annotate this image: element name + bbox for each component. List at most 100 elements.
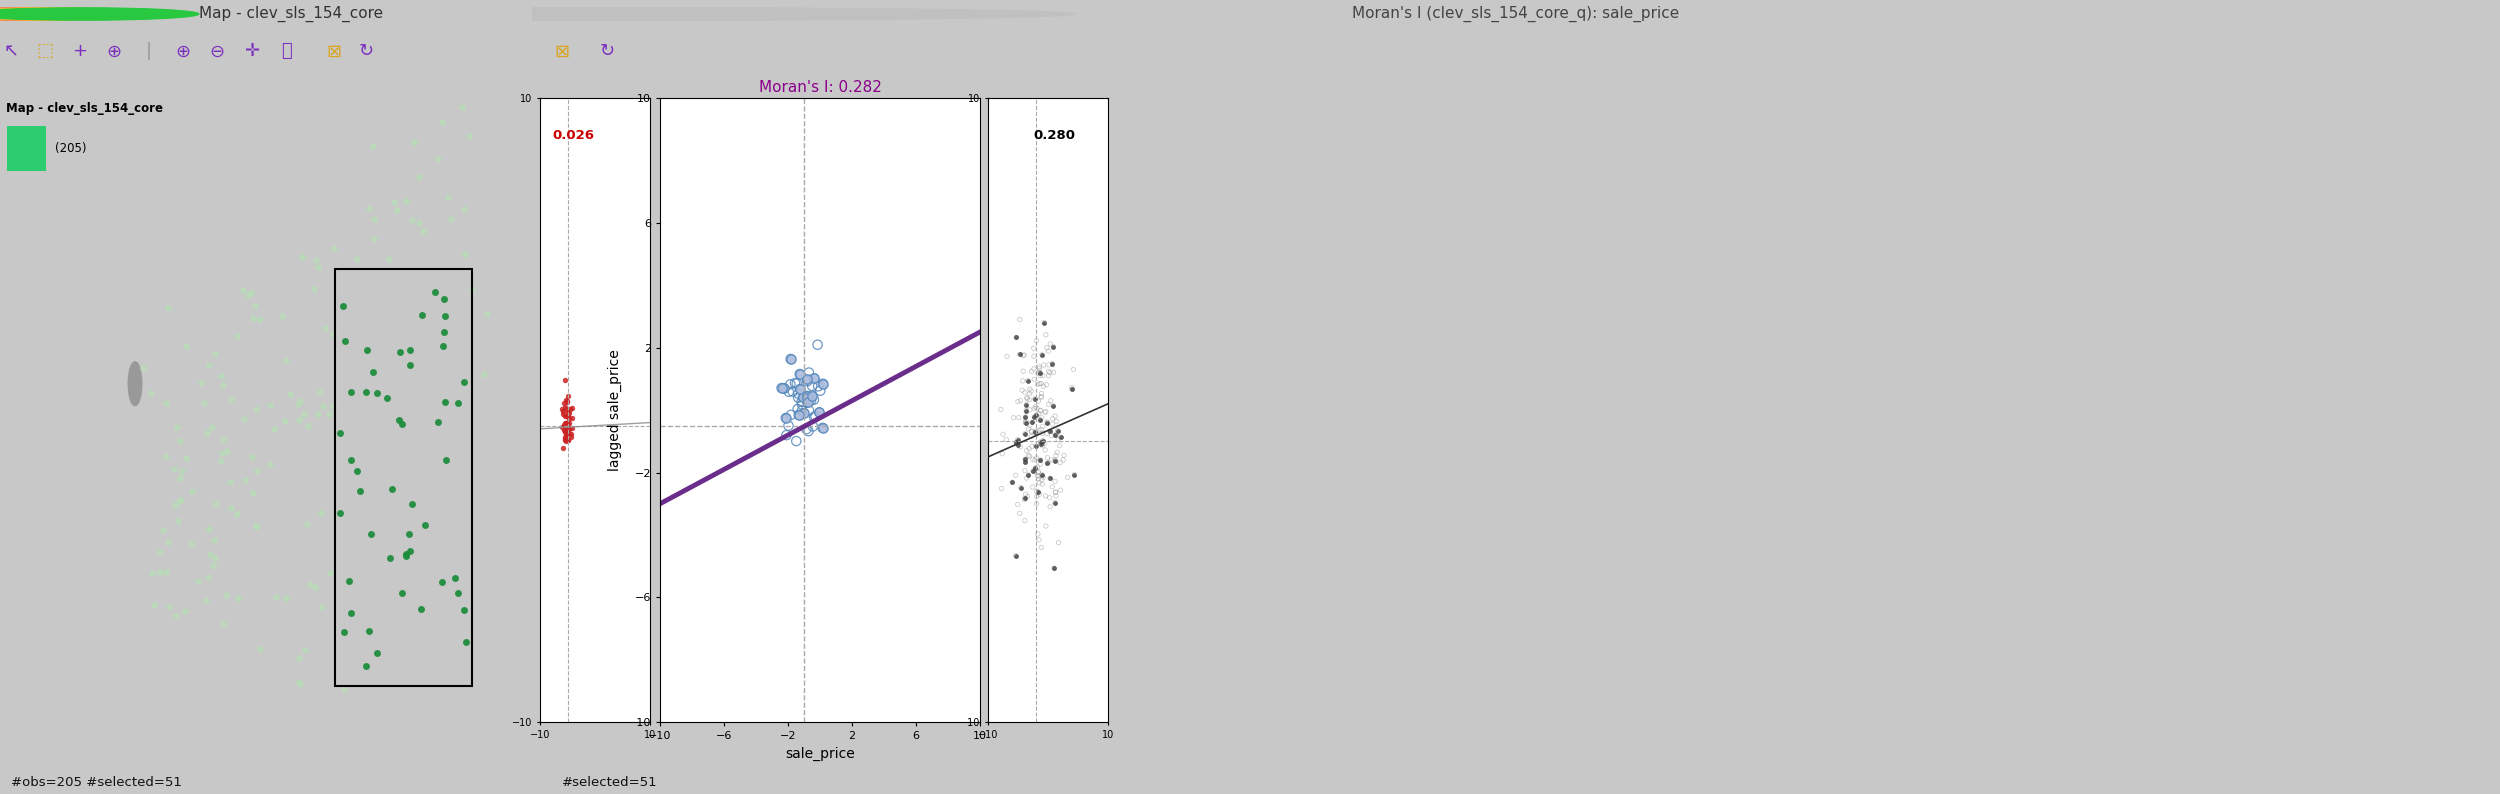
Point bbox=[422, 576, 462, 588]
Point bbox=[1025, 444, 1065, 457]
Point bbox=[265, 353, 305, 366]
Point bbox=[435, 571, 475, 584]
Point bbox=[262, 310, 302, 322]
Point bbox=[548, 421, 588, 434]
Point bbox=[305, 322, 345, 334]
Point bbox=[1005, 427, 1045, 440]
Point bbox=[1022, 541, 1062, 553]
Point bbox=[1032, 340, 1072, 353]
Point bbox=[265, 414, 305, 427]
Point bbox=[1052, 363, 1092, 376]
Point bbox=[552, 411, 592, 424]
Point bbox=[155, 499, 195, 511]
Point bbox=[788, 396, 828, 409]
Point bbox=[160, 434, 200, 447]
Point bbox=[445, 248, 485, 260]
Point bbox=[1022, 349, 1062, 361]
Point bbox=[1017, 486, 1058, 499]
Point bbox=[1015, 392, 1055, 405]
Point bbox=[1005, 492, 1045, 505]
Point bbox=[1025, 329, 1065, 341]
Point bbox=[1035, 410, 1075, 422]
Point bbox=[295, 283, 335, 295]
Point bbox=[770, 378, 810, 391]
Point bbox=[778, 377, 818, 390]
Text: Map - clev_sls_154_core: Map - clev_sls_154_core bbox=[8, 102, 162, 115]
Point bbox=[542, 403, 582, 415]
Point bbox=[762, 382, 802, 395]
Point bbox=[1008, 392, 1048, 405]
Point bbox=[415, 286, 455, 299]
Point bbox=[1003, 384, 1042, 396]
Point bbox=[1013, 453, 1052, 465]
Circle shape bbox=[210, 8, 1075, 20]
Point bbox=[548, 395, 588, 407]
Point bbox=[442, 376, 483, 388]
Point bbox=[998, 438, 1038, 451]
Point bbox=[1020, 367, 1060, 380]
Point bbox=[195, 348, 235, 360]
Point bbox=[1030, 395, 1070, 407]
Point bbox=[428, 191, 468, 203]
Point bbox=[1035, 561, 1075, 574]
Point bbox=[228, 288, 268, 301]
Point bbox=[1020, 369, 1060, 382]
Point bbox=[778, 391, 818, 404]
Point bbox=[208, 588, 248, 601]
Point bbox=[1028, 427, 1068, 440]
Point bbox=[338, 465, 377, 478]
Point bbox=[388, 195, 428, 207]
Point bbox=[795, 372, 835, 385]
Point bbox=[142, 523, 182, 536]
Point bbox=[1015, 402, 1055, 414]
Point bbox=[790, 395, 830, 407]
Point bbox=[135, 599, 175, 611]
Point bbox=[288, 518, 328, 531]
Point bbox=[550, 422, 590, 435]
Point bbox=[380, 414, 420, 426]
Point bbox=[382, 418, 423, 431]
Point bbox=[150, 601, 190, 614]
Text: +: + bbox=[72, 42, 88, 60]
Point bbox=[322, 300, 362, 313]
Point bbox=[158, 421, 198, 434]
Point bbox=[1022, 473, 1062, 486]
Point bbox=[778, 408, 818, 421]
Text: 0.026: 0.026 bbox=[552, 129, 595, 142]
Point bbox=[780, 368, 820, 380]
Text: #obs=205 #selected=51: #obs=205 #selected=51 bbox=[10, 776, 182, 788]
Point bbox=[418, 153, 457, 166]
Point bbox=[1008, 490, 1048, 503]
Point bbox=[165, 604, 205, 617]
Point bbox=[1020, 362, 1060, 375]
Point bbox=[998, 438, 1038, 451]
Point bbox=[1022, 420, 1062, 433]
Point bbox=[1022, 437, 1062, 450]
Point bbox=[1013, 425, 1052, 437]
Point bbox=[1028, 365, 1068, 378]
Point bbox=[542, 404, 582, 417]
Point bbox=[1008, 422, 1048, 435]
Point bbox=[1038, 425, 1078, 437]
Point bbox=[785, 391, 825, 403]
Point bbox=[1038, 425, 1078, 437]
Point bbox=[1020, 534, 1060, 546]
Point bbox=[1022, 369, 1062, 382]
Point bbox=[298, 253, 338, 266]
Point bbox=[545, 434, 585, 446]
Point bbox=[1005, 464, 1045, 477]
Point bbox=[1038, 446, 1078, 459]
Point bbox=[1013, 464, 1052, 477]
Point bbox=[188, 426, 228, 439]
Point bbox=[1022, 427, 1062, 440]
Point bbox=[1010, 387, 1050, 400]
Point bbox=[232, 312, 272, 325]
Point bbox=[325, 334, 365, 347]
Point bbox=[800, 384, 840, 397]
Point bbox=[1028, 451, 1068, 464]
Point bbox=[995, 469, 1035, 482]
Point bbox=[790, 392, 830, 405]
Point bbox=[788, 425, 828, 437]
Point bbox=[145, 397, 185, 410]
Point bbox=[330, 386, 370, 399]
